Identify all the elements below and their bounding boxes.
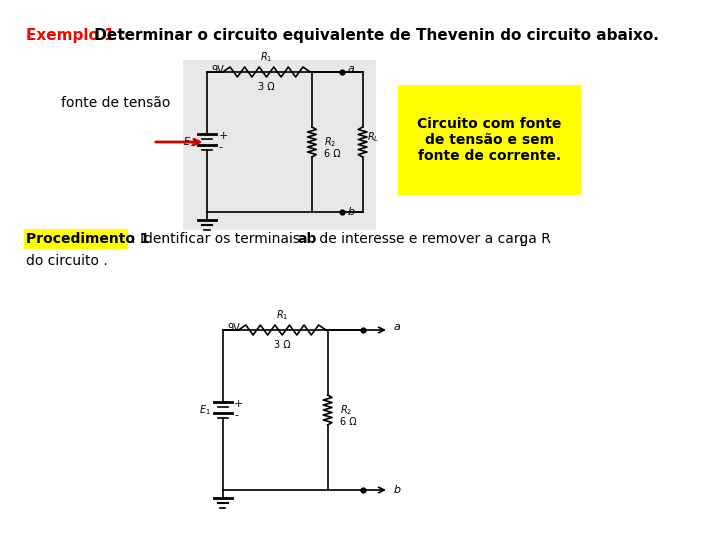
Text: de interesse e remover a carga R: de interesse e remover a carga R — [315, 232, 550, 246]
Text: b: b — [348, 207, 355, 217]
Text: 6 Ω: 6 Ω — [340, 417, 356, 427]
Text: $R_1$: $R_1$ — [276, 308, 289, 322]
Bar — [184, 60, 376, 230]
Text: 6 Ω: 6 Ω — [324, 149, 341, 159]
Text: do circuito .: do circuito . — [26, 254, 108, 268]
Text: -: - — [218, 142, 222, 152]
Text: a: a — [393, 322, 400, 332]
Text: fonte de tensão: fonte de tensão — [61, 96, 171, 110]
Text: $R_2$: $R_2$ — [324, 135, 336, 149]
Text: Procedimento 1: Procedimento 1 — [26, 232, 150, 246]
Text: 9V: 9V — [228, 323, 240, 333]
Bar — [24, 229, 127, 249]
Text: +: + — [234, 399, 243, 409]
Text: -: - — [234, 410, 238, 420]
Text: : Identificar os terminais: : Identificar os terminais — [131, 232, 305, 246]
Text: Exemplo 1 :: Exemplo 1 : — [26, 28, 126, 43]
Text: $E_1$: $E_1$ — [199, 403, 210, 417]
Text: 3 Ω: 3 Ω — [258, 82, 275, 92]
Text: $R_2$: $R_2$ — [340, 403, 352, 417]
Text: 3 Ω: 3 Ω — [274, 340, 291, 350]
Text: +: + — [218, 131, 228, 141]
Text: b: b — [393, 485, 400, 495]
Text: a: a — [348, 64, 355, 74]
Text: ab: ab — [297, 232, 316, 246]
Text: Circuito com fonte
de tensão e sem
fonte de corrente.: Circuito com fonte de tensão e sem fonte… — [417, 117, 562, 163]
Text: L: L — [520, 238, 526, 248]
Text: 9V: 9V — [212, 65, 224, 75]
Text: $R_1$: $R_1$ — [261, 50, 273, 64]
Bar — [397, 85, 581, 195]
Text: $R_L$: $R_L$ — [367, 130, 379, 144]
Text: $E_1$: $E_1$ — [183, 135, 195, 149]
Text: Determinar o circuito equivalente de Thevenin do circuito abaixo.: Determinar o circuito equivalente de The… — [89, 28, 659, 43]
